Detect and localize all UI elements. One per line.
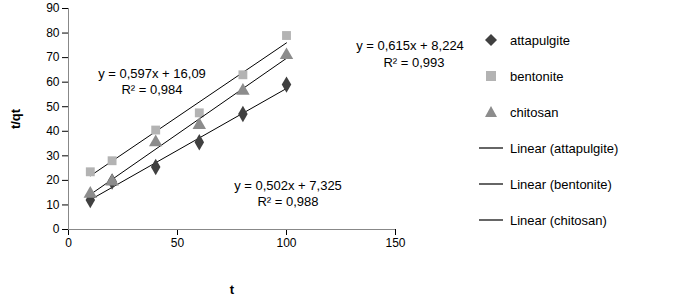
html-text:Linear (attapulgite): Linear (attapulgite) — [510, 140, 619, 156]
svg-text:80: 80 — [46, 26, 60, 40]
svg-text:100: 100 — [276, 236, 296, 250]
html-text:y = 0,597x + 16,09: y = 0,597x + 16,09 — [98, 65, 206, 81]
svg-text:t: t — [230, 282, 235, 297]
html-text:R² = 0,993: R² = 0,993 — [383, 54, 445, 70]
svg-text:60: 60 — [46, 75, 60, 89]
html-text:Linear (chitosan): Linear (chitosan) — [510, 212, 607, 228]
svg-text:50: 50 — [46, 100, 60, 114]
svg-text:20: 20 — [46, 173, 60, 187]
svg-text:150: 150 — [385, 236, 405, 250]
svg-text:50: 50 — [171, 236, 185, 250]
html-text:R² = 0,984: R² = 0,984 — [121, 81, 183, 97]
html-text:R² = 0,988: R² = 0,988 — [257, 193, 319, 209]
html-text:Linear (bentonite): Linear (bentonite) — [510, 176, 612, 192]
svg-text:90: 90 — [46, 1, 60, 15]
svg-text:t/qt: t/qt — [8, 108, 23, 129]
html-text:chitosan: chitosan — [510, 104, 559, 120]
svg-text:10: 10 — [46, 198, 60, 212]
svg-text:40: 40 — [46, 124, 60, 138]
html-text:attapulgite: attapulgite — [510, 32, 570, 48]
html-text:y = 0,502x + 7,325: y = 0,502x + 7,325 — [234, 177, 342, 193]
html-text:y = 0,615x + 8,224: y = 0,615x + 8,224 — [356, 37, 464, 53]
html-text:bentonite: bentonite — [510, 68, 564, 84]
svg-text:0: 0 — [65, 236, 72, 250]
svg-text:30: 30 — [46, 149, 60, 163]
svg-text:70: 70 — [46, 50, 60, 64]
svg-text:0: 0 — [53, 222, 60, 236]
